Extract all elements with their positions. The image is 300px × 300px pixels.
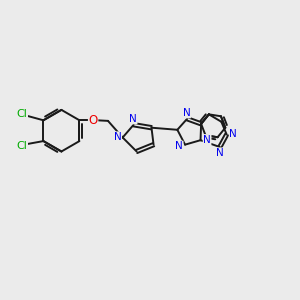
Text: Cl: Cl xyxy=(16,109,27,119)
Text: O: O xyxy=(88,114,98,127)
Text: N: N xyxy=(175,141,183,151)
Text: N: N xyxy=(114,132,122,142)
Text: N: N xyxy=(183,108,190,118)
Text: Cl: Cl xyxy=(16,140,27,151)
Text: N: N xyxy=(216,148,224,158)
Text: N: N xyxy=(203,135,211,145)
Text: N: N xyxy=(129,114,137,124)
Text: N: N xyxy=(229,129,237,139)
